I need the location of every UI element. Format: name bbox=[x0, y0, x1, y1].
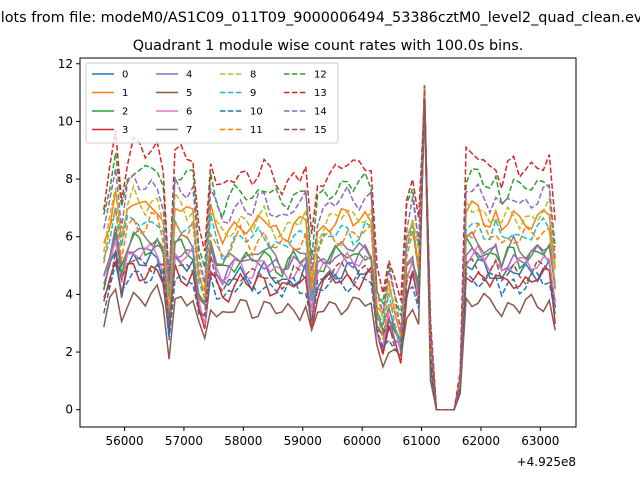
legend-label-0: 0 bbox=[122, 70, 128, 81]
x-tick-label: 63000 bbox=[521, 434, 559, 448]
plot-area: 56000 57000 58000 59000 60000 61000 62000 63000… bbox=[58, 57, 577, 469]
series-line-7 bbox=[103, 85, 556, 411]
x-tick-label: 56000 bbox=[105, 434, 143, 448]
x-tick-label: 62000 bbox=[462, 434, 500, 448]
series-line-0 bbox=[103, 106, 556, 411]
series-line-5 bbox=[103, 99, 556, 411]
plot-frame bbox=[79, 57, 577, 428]
x-tick-label: 57000 bbox=[165, 434, 203, 448]
legend-label-13: 13 bbox=[314, 88, 327, 99]
legend-label-7: 7 bbox=[186, 125, 192, 136]
x-tick-label: 61000 bbox=[402, 434, 440, 448]
x-axis: 56000 57000 58000 59000 60000 61000 62000 63000 bbox=[105, 427, 559, 448]
series-layer bbox=[103, 85, 556, 411]
series-line-6 bbox=[103, 92, 556, 411]
y-tick-label: 12 bbox=[58, 57, 73, 71]
series-line-14 bbox=[103, 92, 556, 411]
legend-label-15: 15 bbox=[314, 125, 327, 136]
suptitle: Plots from file: modeM0/AS1C09_011T09_90… bbox=[0, 10, 640, 26]
series-line-15 bbox=[103, 85, 556, 411]
series-line-9 bbox=[103, 99, 556, 411]
series-line-13 bbox=[103, 99, 556, 411]
x-tick-label: 60000 bbox=[343, 434, 381, 448]
x-tick-label: 58000 bbox=[224, 434, 262, 448]
series-line-12 bbox=[103, 106, 556, 411]
y-axis: 0 2 4 6 8 10 12 bbox=[58, 57, 80, 417]
legend-label-14: 14 bbox=[314, 107, 327, 118]
legend-label-2: 2 bbox=[122, 107, 128, 118]
legend-label-4: 4 bbox=[186, 70, 192, 81]
y-tick-label: 4 bbox=[65, 287, 73, 301]
legend-label-6: 6 bbox=[186, 107, 192, 118]
legend-label-3: 3 bbox=[122, 125, 128, 136]
legend-label-10: 10 bbox=[250, 107, 263, 118]
series-line-11 bbox=[103, 85, 556, 411]
series-line-10 bbox=[103, 92, 556, 411]
legend-frame bbox=[85, 62, 339, 144]
y-tick-label: 10 bbox=[58, 114, 73, 128]
legend-label-8: 8 bbox=[250, 70, 256, 81]
series-line-8 bbox=[103, 106, 556, 411]
chart-title: Quadrant 1 module wise count rates with … bbox=[133, 38, 524, 54]
legend-label-11: 11 bbox=[250, 125, 263, 136]
y-tick-label: 8 bbox=[65, 172, 73, 186]
y-tick-label: 0 bbox=[65, 403, 73, 417]
series-line-4 bbox=[103, 106, 556, 411]
y-tick-label: 2 bbox=[65, 345, 73, 359]
x-offset-label: +4.925e8 bbox=[517, 455, 576, 469]
legend-label-12: 12 bbox=[314, 70, 327, 81]
legend-label-9: 9 bbox=[250, 88, 256, 99]
legend-label-5: 5 bbox=[186, 88, 192, 99]
legend-label-1: 1 bbox=[122, 88, 128, 99]
y-tick-label: 6 bbox=[65, 230, 73, 244]
x-tick-label: 59000 bbox=[284, 434, 322, 448]
